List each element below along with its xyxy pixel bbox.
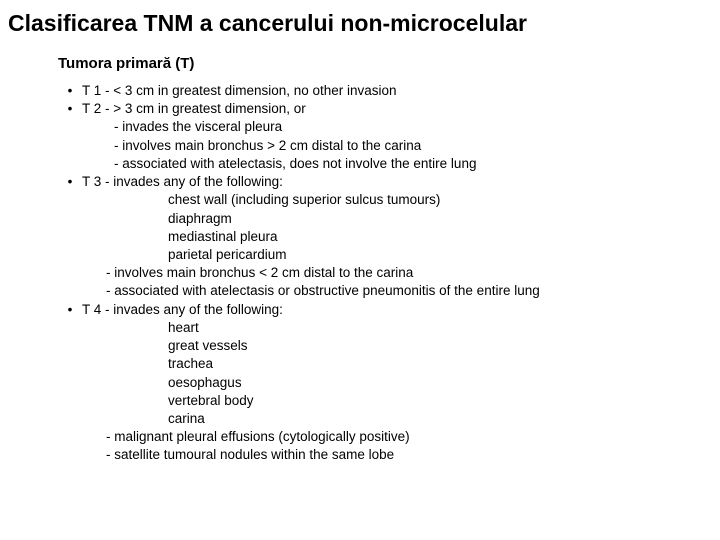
sub-sub-item: diaphragm <box>58 210 712 228</box>
sub-sub-item: mediastinal pleura <box>58 228 712 246</box>
item-text: T 4 - invades any of the following: <box>82 301 283 319</box>
bullet-icon: • <box>58 82 82 100</box>
sub-sub-item: parietal pericardium <box>58 246 712 264</box>
list-item: • T 4 - invades any of the following: <box>58 301 712 319</box>
section-subtitle: Tumora primară (T) <box>58 55 712 72</box>
list-item: • T 3 - invades any of the following: <box>58 173 712 191</box>
item-text: T 1 - < 3 cm in greatest dimension, no o… <box>82 82 397 100</box>
sub-sub-item: oesophagus <box>58 374 712 392</box>
sub-sub-item: great vessels <box>58 337 712 355</box>
sub-item: - invades the visceral pleura <box>58 118 712 136</box>
bullet-icon: • <box>58 173 82 191</box>
item-text: T 3 - invades any of the following: <box>82 173 283 191</box>
sub-item: - involves main bronchus < 2 cm distal t… <box>58 264 712 282</box>
sub-sub-item: carina <box>58 410 712 428</box>
sub-item: - involves main bronchus > 2 cm distal t… <box>58 137 712 155</box>
sub-sub-item: chest wall (including superior sulcus tu… <box>58 191 712 209</box>
sub-sub-item: trachea <box>58 355 712 373</box>
sub-item: - satellite tumoural nodules within the … <box>58 446 712 464</box>
list-item: • T 1 - < 3 cm in greatest dimension, no… <box>58 82 712 100</box>
bullet-icon: • <box>58 301 82 319</box>
sub-item: - associated with atelectasis, does not … <box>58 155 712 173</box>
sub-item: - malignant pleural effusions (cytologic… <box>58 428 712 446</box>
sub-sub-item: heart <box>58 319 712 337</box>
bullet-icon: • <box>58 100 82 118</box>
sub-item: - associated with atelectasis or obstruc… <box>58 282 712 300</box>
list-item: • T 2 - > 3 cm in greatest dimension, or <box>58 100 712 118</box>
page-title: Clasificarea TNM a cancerului non-microc… <box>8 10 712 37</box>
content-block: • T 1 - < 3 cm in greatest dimension, no… <box>58 82 712 465</box>
sub-sub-item: vertebral body <box>58 392 712 410</box>
item-text: T 2 - > 3 cm in greatest dimension, or <box>82 100 306 118</box>
